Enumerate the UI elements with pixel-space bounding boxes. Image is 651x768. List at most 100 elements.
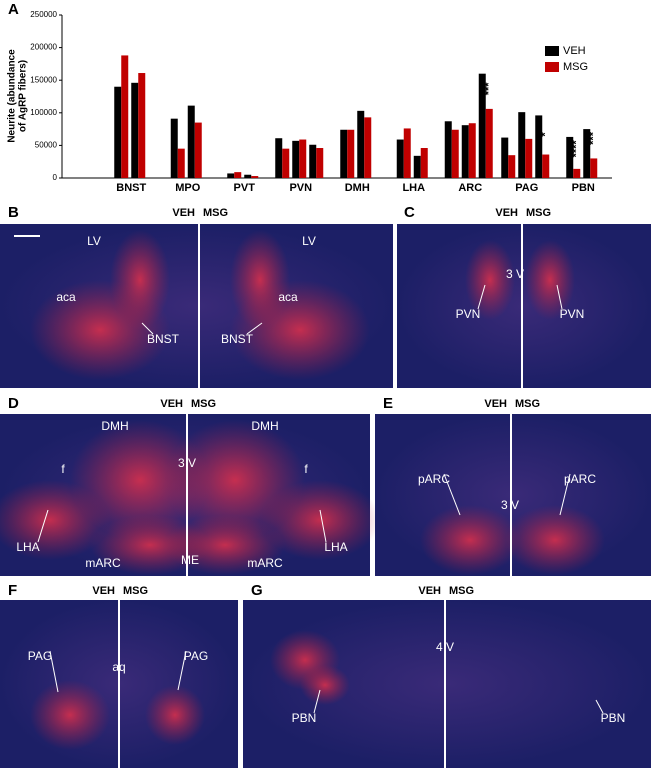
bar (357, 110, 365, 178)
bar (535, 115, 543, 178)
legend-label: MSG (563, 61, 588, 73)
region-label: 3 V (501, 498, 519, 512)
region-label: mARC (247, 556, 283, 570)
bar (501, 137, 509, 178)
fiber-signal (230, 230, 290, 330)
panel-letter: B (8, 204, 19, 221)
bar (244, 174, 252, 178)
x-tick-label: ARC (458, 182, 482, 194)
condition-label: MSG (449, 585, 474, 597)
region-label: 4 V (436, 640, 454, 654)
x-tick-label: PBN (572, 182, 595, 194)
bar (364, 117, 372, 178)
bar (251, 176, 259, 178)
region-label: PBN (292, 711, 317, 725)
bar (299, 139, 307, 178)
legend-swatch (545, 46, 559, 56)
bar (187, 105, 195, 178)
bar (485, 108, 493, 178)
condition-label: MSG (515, 398, 540, 410)
condition-label: VEH (418, 585, 441, 597)
panel-letter: G (251, 582, 263, 599)
x-tick-label: BNST (116, 182, 146, 194)
fiber-signal (420, 505, 520, 575)
significance-label: *** (483, 82, 495, 96)
bar (275, 138, 283, 178)
bar (282, 148, 290, 178)
pointer (177, 650, 187, 691)
bar (413, 155, 421, 178)
pointer (141, 322, 154, 335)
bar (573, 168, 581, 178)
pointer (319, 509, 327, 543)
region-label: f (304, 462, 308, 476)
region-label: pARC (418, 472, 450, 486)
fiber-signal (260, 480, 380, 560)
region-label: LHA (16, 540, 39, 554)
bar (451, 129, 459, 178)
y-tick-label: 150000 (30, 75, 57, 84)
region-label: aca (56, 290, 76, 304)
bar (340, 129, 348, 178)
fiber-signal (110, 230, 170, 330)
micrograph (397, 224, 651, 388)
bar (478, 73, 486, 178)
region-label: PAG (184, 649, 208, 663)
panel-letter: C (404, 204, 415, 221)
y-tick-label: 200000 (30, 43, 57, 52)
condition-label: MSG (526, 207, 551, 219)
bar (403, 128, 411, 178)
region-label: PVN (456, 307, 481, 321)
region-label: aca (278, 290, 298, 304)
region-label: DMH (251, 419, 278, 433)
bar (177, 148, 185, 178)
bar (508, 155, 516, 178)
y-tick-label: 0 (53, 173, 58, 182)
y-axis-label: of AgRP fibers) (18, 60, 29, 132)
condition-label: MSG (123, 585, 148, 597)
region-label: f (61, 462, 65, 476)
region-label: aq (112, 660, 125, 674)
x-tick-label: PVT (234, 182, 256, 194)
fiber-signal (505, 505, 605, 575)
pointer (556, 284, 563, 310)
panel-letter: F (8, 582, 17, 599)
region-label: BNST (221, 332, 254, 346)
y-tick-label: 50000 (35, 141, 58, 150)
region-label: DMH (101, 419, 128, 433)
condition-label: MSG (203, 207, 228, 219)
x-tick-label: DMH (345, 182, 370, 194)
bar (292, 140, 300, 178)
bar (583, 129, 591, 178)
region-label: ME (181, 553, 199, 567)
y-axis-label: Neurite (abundance (7, 49, 18, 143)
legend-label: VEH (563, 45, 586, 57)
bar (234, 172, 242, 178)
region-label: BNST (147, 332, 180, 346)
region-label: LV (302, 234, 316, 248)
panel-letter: E (383, 395, 393, 412)
pointer (246, 322, 263, 335)
fiber-signal (525, 240, 575, 320)
condition-label: VEH (160, 398, 183, 410)
region-label: 3 V (178, 456, 196, 470)
region-label: PBN (601, 711, 626, 725)
bar (396, 139, 404, 178)
bar (114, 86, 122, 178)
x-tick-label: PAG (515, 182, 538, 194)
region-label: PVN (560, 307, 585, 321)
bar (461, 125, 469, 178)
condition-label: VEH (92, 585, 115, 597)
region-label: LV (87, 234, 101, 248)
panel-letter: D (8, 395, 19, 412)
condition-label: VEH (495, 207, 518, 219)
bar (227, 173, 235, 178)
region-label: PAG (28, 649, 52, 663)
y-tick-label: 250000 (30, 10, 57, 19)
x-tick-label: PVN (289, 182, 312, 194)
fiber-signal (30, 680, 110, 750)
x-tick-label: MPO (175, 182, 201, 194)
bar (525, 138, 533, 178)
bar (170, 118, 178, 178)
